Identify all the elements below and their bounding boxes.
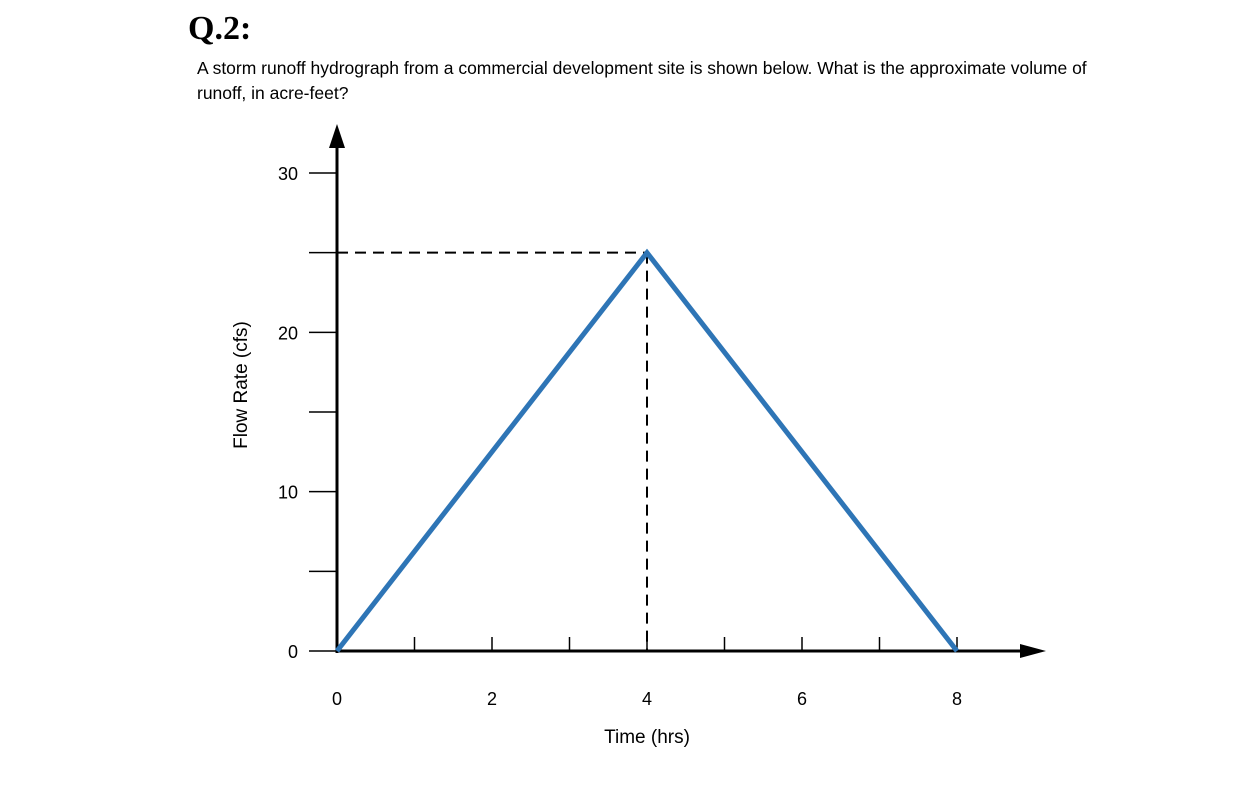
labels: 0 10 20 30 0 2 4 6 8 Time (hrs) Flow Rate (cfs) bbox=[231, 164, 962, 748]
series-group bbox=[335, 248, 959, 653]
reference-lines bbox=[337, 251, 648, 651]
y-tick-label: 20 bbox=[278, 323, 298, 343]
question-text: A storm runoff hydrograph from a commerc… bbox=[197, 58, 1087, 103]
x-tick-label: 0 bbox=[332, 689, 342, 709]
y-axis-label: Flow Rate (cfs) bbox=[231, 321, 252, 449]
ticks bbox=[309, 172, 958, 652]
x-tick-label: 2 bbox=[487, 689, 497, 709]
x-tick-label: 6 bbox=[797, 689, 807, 709]
hydrograph-line bbox=[335, 248, 959, 653]
y-tick-label: 10 bbox=[278, 483, 298, 503]
x-tick-label: 4 bbox=[642, 689, 652, 709]
x-axis-arrow bbox=[1020, 644, 1046, 658]
x-axis-label: Time (hrs) bbox=[604, 727, 690, 748]
axes bbox=[329, 124, 1046, 658]
y-axis-arrow bbox=[329, 124, 345, 148]
y-tick-label: 0 bbox=[288, 642, 298, 662]
question-number: Q.2: bbox=[188, 10, 252, 47]
x-tick-label: 8 bbox=[952, 689, 962, 709]
y-tick-label: 30 bbox=[278, 164, 298, 184]
